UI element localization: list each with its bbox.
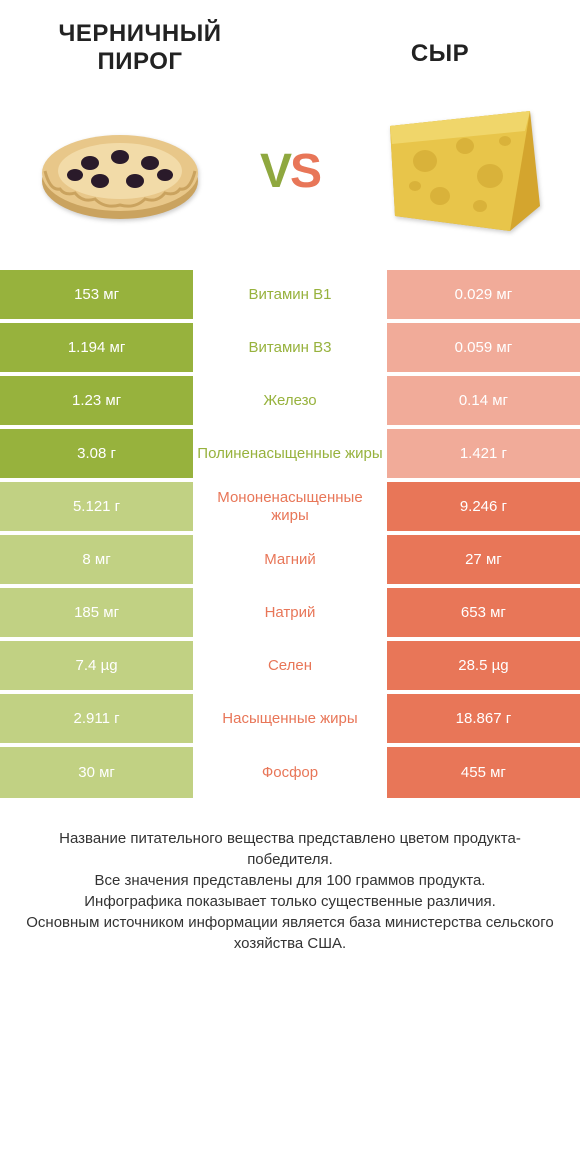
value-left: 185 мг bbox=[0, 586, 193, 639]
footer-line-3: Инфографика показывает только существенн… bbox=[20, 891, 560, 912]
value-right: 0.029 мг bbox=[387, 268, 580, 321]
value-left: 3.08 г bbox=[0, 427, 193, 480]
table-row: 185 мгНатрий653 мг bbox=[0, 586, 580, 639]
table-row: 5.121 гМононенасыщенные жиры9.246 г bbox=[0, 480, 580, 533]
footer-line-4: Основным источником информации является … bbox=[20, 912, 560, 954]
value-left: 1.194 мг bbox=[0, 321, 193, 374]
nutrient-name: Железо bbox=[193, 374, 387, 427]
table-row: 1.23 мгЖелезо0.14 мг bbox=[0, 374, 580, 427]
title-right: СЫР bbox=[340, 40, 540, 68]
cheese-image bbox=[370, 96, 550, 246]
footer-line-1: Название питательного вещества представл… bbox=[20, 828, 560, 870]
vs-s: S bbox=[290, 145, 320, 198]
pie-image bbox=[30, 96, 210, 246]
value-left: 30 мг bbox=[0, 745, 193, 798]
value-right: 0.14 мг bbox=[387, 374, 580, 427]
nutrient-name: Фосфор bbox=[193, 745, 387, 798]
value-right: 27 мг bbox=[387, 533, 580, 586]
table-row: 8 мгМагний27 мг bbox=[0, 533, 580, 586]
nutrient-name: Витамин B3 bbox=[193, 321, 387, 374]
value-left: 2.911 г bbox=[0, 692, 193, 745]
value-left: 7.4 µg bbox=[0, 639, 193, 692]
value-right: 455 мг bbox=[387, 745, 580, 798]
product-images-row: VS bbox=[0, 86, 580, 266]
table-row: 7.4 µgСелен28.5 µg bbox=[0, 639, 580, 692]
value-left: 1.23 мг bbox=[0, 374, 193, 427]
nutrient-name: Магний bbox=[193, 533, 387, 586]
nutrient-name: Витамин B1 bbox=[193, 268, 387, 321]
table-row: 30 мгФосфор455 мг bbox=[0, 745, 580, 798]
footer-line-2: Все значения представлены для 100 граммо… bbox=[20, 870, 560, 891]
table-row: 153 мгВитамин B10.029 мг bbox=[0, 268, 580, 321]
table-row: 2.911 гНасыщенные жиры18.867 г bbox=[0, 692, 580, 745]
cheese-icon bbox=[370, 96, 550, 246]
nutrient-name: Мононенасыщенные жиры bbox=[193, 480, 387, 533]
value-right: 1.421 г bbox=[387, 427, 580, 480]
header-left: ЧЕРНИЧНЫЙ ПИРОГ bbox=[40, 20, 240, 76]
value-right: 28.5 µg bbox=[387, 639, 580, 692]
nutrient-name: Натрий bbox=[193, 586, 387, 639]
vs-label: VS bbox=[260, 144, 320, 199]
header-right: СЫР bbox=[340, 20, 540, 68]
footer-notes: Название питательного вещества представл… bbox=[0, 798, 580, 974]
vs-v: V bbox=[260, 145, 290, 198]
pie-icon bbox=[35, 111, 205, 231]
table-row: 1.194 мгВитамин B30.059 мг bbox=[0, 321, 580, 374]
value-left: 8 мг bbox=[0, 533, 193, 586]
nutrient-name: Селен bbox=[193, 639, 387, 692]
value-left: 153 мг bbox=[0, 268, 193, 321]
value-right: 0.059 мг bbox=[387, 321, 580, 374]
comparison-table: 153 мгВитамин B10.029 мг1.194 мгВитамин … bbox=[0, 266, 580, 798]
table-row: 3.08 гПолиненасыщенные жиры1.421 г bbox=[0, 427, 580, 480]
value-left: 5.121 г bbox=[0, 480, 193, 533]
title-left: ЧЕРНИЧНЫЙ ПИРОГ bbox=[40, 20, 240, 76]
nutrient-name: Насыщенные жиры bbox=[193, 692, 387, 745]
header: ЧЕРНИЧНЫЙ ПИРОГ СЫР bbox=[0, 0, 580, 86]
value-right: 9.246 г bbox=[387, 480, 580, 533]
value-right: 18.867 г bbox=[387, 692, 580, 745]
nutrient-name: Полиненасыщенные жиры bbox=[193, 427, 387, 480]
value-right: 653 мг bbox=[387, 586, 580, 639]
